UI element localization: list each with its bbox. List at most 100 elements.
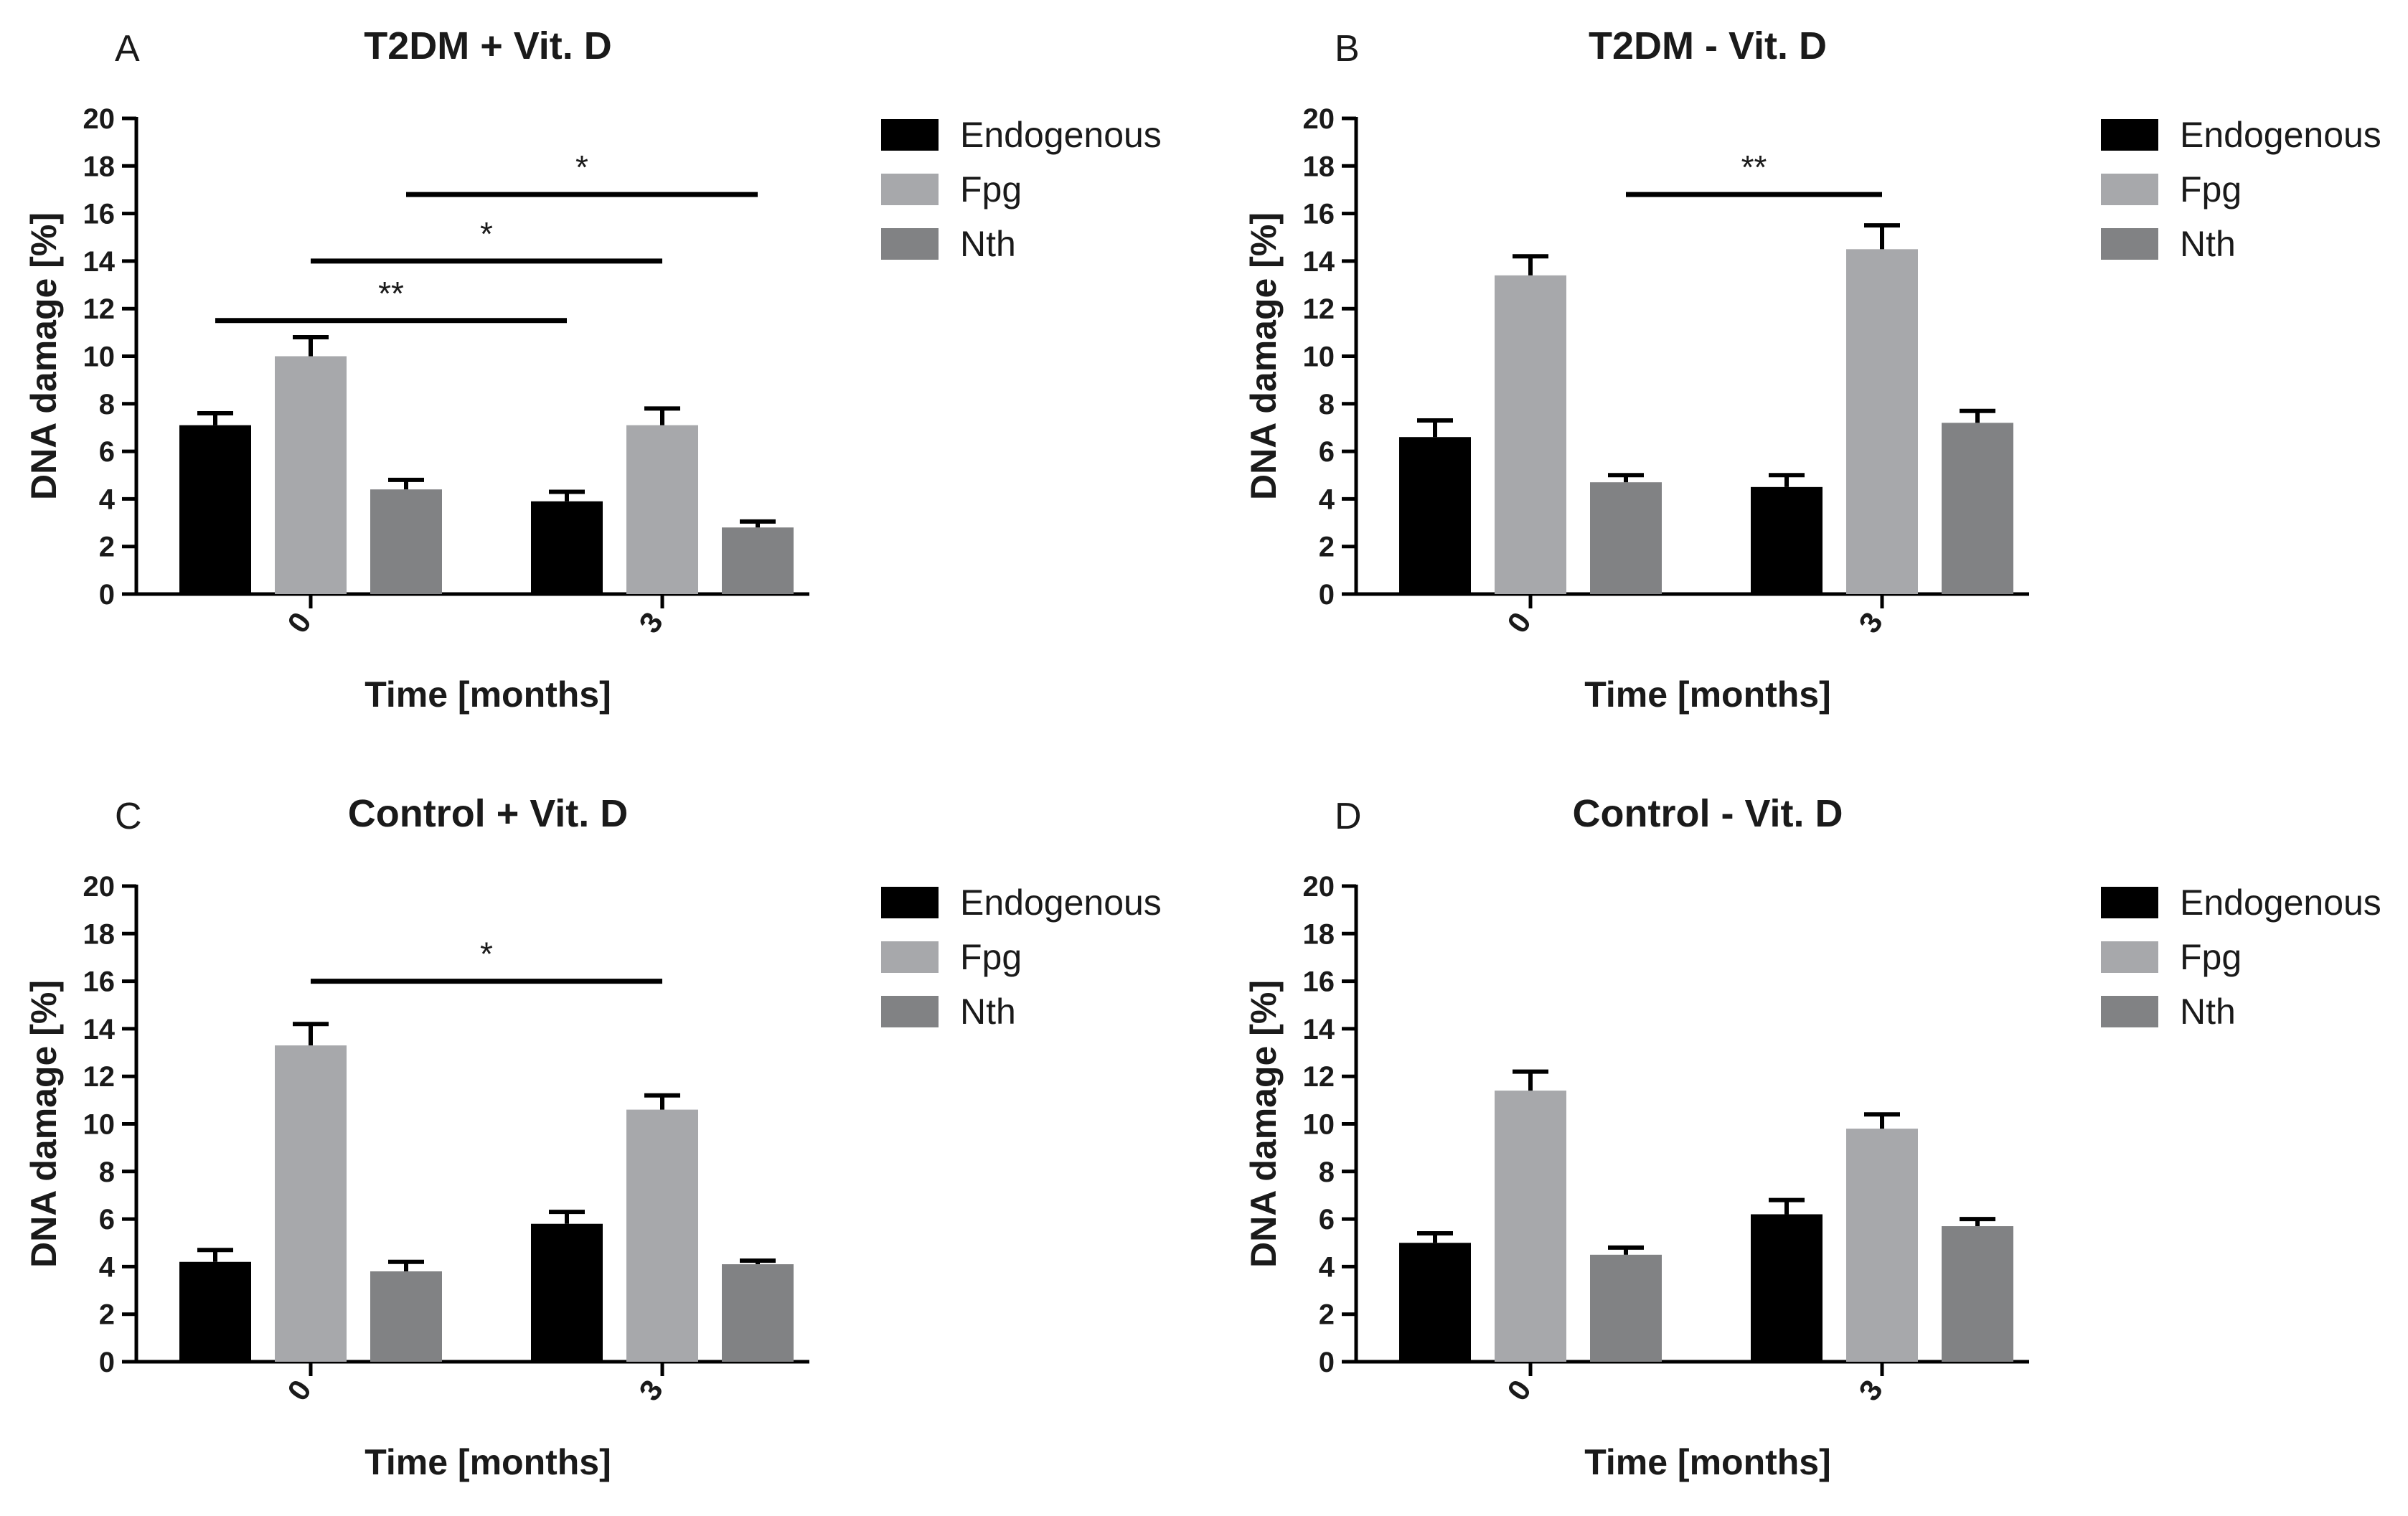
chart-a-significance-label: ** — [378, 275, 404, 312]
chart-c-bar-fpg-0 — [275, 1045, 347, 1362]
chart-d-y-tick-label: 12 — [1303, 1061, 1335, 1093]
chart-c-y-tick-label: 18 — [83, 918, 116, 950]
chart-c-panel-letter: C — [115, 796, 142, 837]
chart-a-significance-label: * — [480, 215, 493, 253]
chart-b-bar-nth-3 — [1942, 423, 2013, 594]
chart-d-legend-label-endogenous: Endogenous — [2180, 882, 2381, 923]
chart-c-x-tick-label: 3 — [632, 1374, 669, 1407]
chart-b-title: T2DM - Vit. D — [1589, 24, 1827, 67]
chart-c-y-tick-label: 20 — [83, 871, 116, 903]
chart-b-legend-label-nth: Nth — [2180, 224, 2236, 264]
chart-c-significance-label: * — [480, 936, 493, 973]
chart-b-legend-swatch-fpg — [2101, 174, 2158, 205]
chart-d-bar-fpg-0 — [1495, 1091, 1566, 1362]
chart-c-legend-swatch-nth — [881, 996, 939, 1027]
chart-d-bar-endogenous-3 — [1751, 1214, 1823, 1362]
chart-b-significance-label: ** — [1741, 149, 1767, 186]
chart-b-y-tick-label: 0 — [1319, 579, 1335, 611]
chart-c-y-tick-label: 16 — [83, 966, 116, 998]
chart-b-legend-swatch-endogenous — [2101, 119, 2158, 151]
chart-b-y-tick-label: 20 — [1303, 103, 1335, 135]
chart-c-legend-label-fpg: Fpg — [960, 937, 1022, 977]
chart-b-x-tick-label: 3 — [1852, 606, 1889, 639]
chart-c-y-tick-label: 6 — [99, 1204, 115, 1235]
chart-b-legend-label-fpg: Fpg — [2180, 169, 2242, 209]
chart-b-bar-endogenous-3 — [1751, 486, 1823, 594]
chart-c-y-tick-label: 0 — [99, 1347, 115, 1378]
chart-b-legend-label-endogenous: Endogenous — [2180, 115, 2381, 155]
chart-c-x-axis-label: Time [months] — [365, 1442, 611, 1482]
chart-d-y-tick-label: 8 — [1319, 1157, 1335, 1188]
chart-a-legend-label-endogenous: Endogenous — [960, 115, 1162, 155]
chart-d-legend-swatch-fpg — [2101, 941, 2158, 973]
chart-d-y-tick-label: 20 — [1303, 871, 1335, 903]
chart-d-bar-endogenous-0 — [1399, 1243, 1471, 1362]
chart-c-legend-label-endogenous: Endogenous — [960, 882, 1162, 923]
chart-b-y-tick-label: 18 — [1303, 151, 1335, 182]
chart-panel-b: B T2DM - Vit. D 0 2 4 6 8 10 12 14 16 18 20 DNA damag… — [1243, 24, 2381, 715]
chart-c-title: Control + Vit. D — [348, 792, 629, 835]
chart-d-legend-label-nth: Nth — [2180, 992, 2236, 1032]
chart-d-y-tick-label: 0 — [1319, 1347, 1335, 1378]
chart-d-bar-nth-3 — [1942, 1226, 2013, 1362]
chart-c-y-tick-label: 2 — [99, 1299, 115, 1331]
chart-b-y-tick-label: 10 — [1303, 342, 1335, 373]
chart-c-bar-fpg-3 — [626, 1109, 698, 1362]
chart-d-panel-letter: D — [1335, 796, 1362, 837]
chart-d-y-tick-label: 10 — [1303, 1109, 1335, 1141]
chart-a-y-tick-label: 12 — [83, 293, 116, 325]
chart-d-bar-fpg-3 — [1846, 1129, 1918, 1362]
chart-b-y-tick-label: 2 — [1319, 532, 1335, 563]
chart-b-y-axis-label: DNA damage [%] — [1243, 212, 1284, 500]
chart-b-legend-swatch-nth — [2101, 228, 2158, 260]
chart-a-y-tick-label: 16 — [83, 199, 116, 230]
chart-c-y-tick-label: 10 — [83, 1109, 116, 1141]
chart-a-x-axis-label: Time [months] — [365, 674, 611, 715]
chart-b-bar-fpg-0 — [1495, 275, 1566, 594]
chart-b-x-axis-label: Time [months] — [1584, 674, 1831, 715]
chart-b-x-tick-label: 0 — [1500, 606, 1538, 639]
chart-a-legend-label-nth: Nth — [960, 224, 1016, 264]
chart-d-y-axis-label: DNA damage [%] — [1243, 980, 1284, 1268]
chart-b-y-tick-label: 14 — [1303, 246, 1335, 278]
chart-a-significance-label: * — [575, 149, 588, 186]
chart-d-x-tick-label: 0 — [1500, 1374, 1538, 1407]
chart-a-legend-swatch-endogenous — [881, 119, 939, 151]
chart-a-y-tick-label: 8 — [99, 389, 115, 420]
chart-a-legend-label-fpg: Fpg — [960, 169, 1022, 209]
chart-a-x-tick-label: 0 — [281, 606, 318, 639]
chart-a-panel-letter: A — [115, 28, 140, 70]
chart-d-y-tick-label: 16 — [1303, 966, 1335, 998]
chart-b-y-tick-label: 12 — [1303, 293, 1335, 325]
chart-a-y-tick-label: 14 — [83, 246, 116, 278]
chart-c-bar-nth-0 — [370, 1271, 442, 1362]
chart-a-bar-fpg-3 — [626, 425, 698, 594]
chart-c-legend-swatch-fpg — [881, 941, 939, 973]
chart-c-y-tick-label: 4 — [99, 1251, 116, 1283]
chart-a-title: T2DM + Vit. D — [364, 24, 612, 67]
chart-c-y-axis-label: DNA damage [%] — [24, 980, 64, 1268]
chart-a-y-axis-label: DNA damage [%] — [24, 212, 64, 500]
chart-a-y-tick-label: 6 — [99, 436, 115, 468]
chart-d-legend-swatch-endogenous — [2101, 887, 2158, 918]
chart-b-y-tick-label: 4 — [1319, 484, 1335, 515]
chart-c-bar-endogenous-0 — [179, 1261, 251, 1362]
chart-b-y-tick-label: 6 — [1319, 436, 1335, 468]
chart-a-bar-endogenous-3 — [531, 501, 603, 594]
chart-panel-a: A T2DM + Vit. D 0 2 4 6 8 10 12 14 16 18 20 DNA damag… — [24, 24, 1162, 715]
chart-a-x-tick-label: 3 — [632, 606, 669, 639]
chart-a-y-tick-label: 4 — [99, 484, 116, 515]
chart-d-legend-swatch-nth — [2101, 996, 2158, 1027]
chart-a-y-tick-label: 18 — [83, 151, 116, 182]
chart-b-panel-letter: B — [1335, 28, 1360, 70]
chart-b-bar-nth-0 — [1590, 482, 1662, 594]
chart-d-y-tick-label: 18 — [1303, 918, 1335, 950]
chart-panel-c: C Control + Vit. D 0 2 4 6 8 10 12 14 16 18 20 DNA da… — [24, 792, 1162, 1482]
chart-c-bar-nth-3 — [722, 1264, 794, 1362]
chart-c-bar-endogenous-3 — [531, 1223, 603, 1362]
chart-a-bar-endogenous-0 — [179, 425, 251, 594]
chart-d-bar-nth-0 — [1590, 1254, 1662, 1362]
chart-a-bar-nth-3 — [722, 527, 794, 594]
